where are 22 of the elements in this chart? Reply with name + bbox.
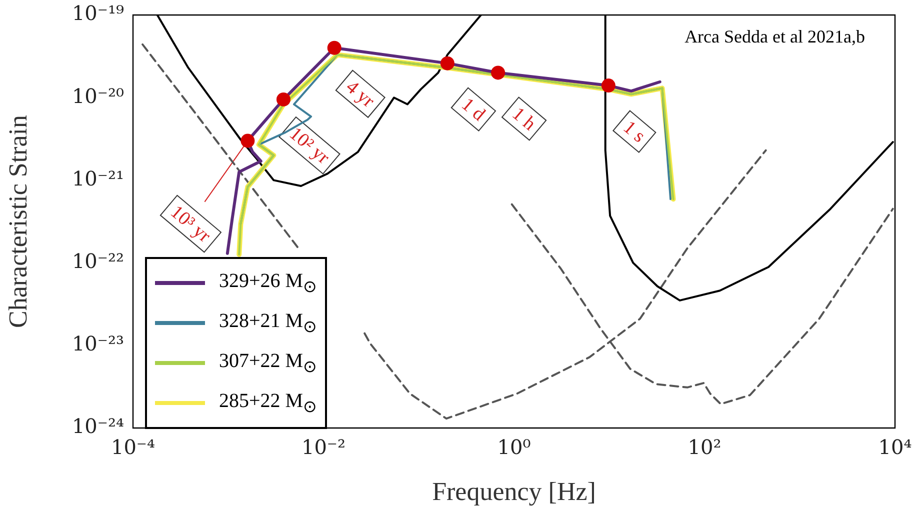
y-axis-title: Characteristic Strain: [3, 115, 32, 328]
annotation: 4 yr: [342, 76, 379, 112]
legend-label: 329+26 M$_{⊙}$: [219, 270, 318, 296]
legend-label: 307+22 M$_{⊙}$: [219, 350, 318, 376]
y-tick-label: 10⁻²⁰: [72, 84, 124, 108]
annotation: 10³ yr: [166, 202, 215, 248]
legend-label: 285+22 M$_{⊙}$: [219, 390, 318, 416]
x-tick-label: 10⁰: [497, 435, 531, 460]
x-tick-label: 10⁴: [878, 435, 912, 460]
annotation: Arca Sedda et al 2021a,b: [684, 26, 865, 47]
legend-label: 328+21 M$_{⊙}$: [219, 310, 318, 336]
x-tick-label: 10⁻²: [301, 435, 346, 460]
annotation: 1 d: [457, 94, 490, 126]
y-tick-label: 10⁻¹⁹: [72, 1, 124, 26]
annotation: 1 h: [508, 103, 540, 136]
y-tick-label: 10⁻²¹: [72, 166, 124, 190]
annotation: 10² yr: [285, 123, 334, 169]
x-tick-label: 10²: [688, 435, 722, 460]
annotation: 1 s: [619, 116, 650, 147]
x-axis-title: Frequency [Hz]: [432, 477, 596, 506]
y-tick-label: 10⁻²²: [72, 249, 124, 274]
y-tick-label: 10⁻²³: [72, 332, 124, 356]
